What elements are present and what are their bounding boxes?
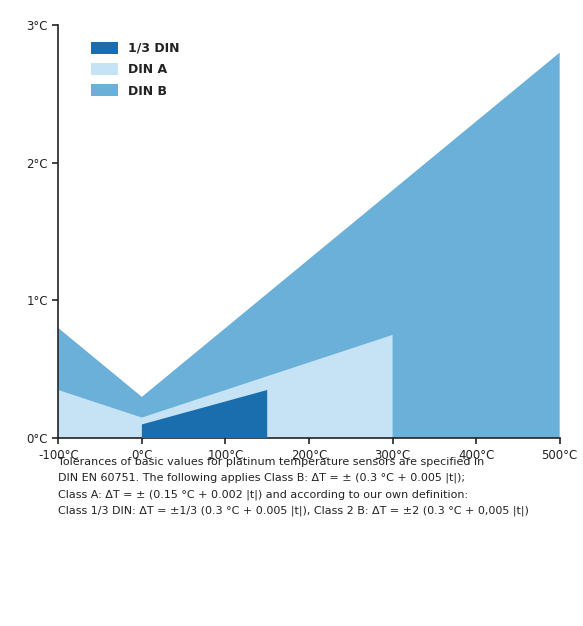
Polygon shape	[58, 335, 392, 438]
Legend: 1/3 DIN, DIN A, DIN B: 1/3 DIN, DIN A, DIN B	[85, 36, 186, 104]
Polygon shape	[58, 53, 560, 438]
Text: Tolerances of basic values for platinum temperature sensors are specified in
DIN: Tolerances of basic values for platinum …	[58, 457, 529, 516]
Polygon shape	[142, 390, 267, 438]
